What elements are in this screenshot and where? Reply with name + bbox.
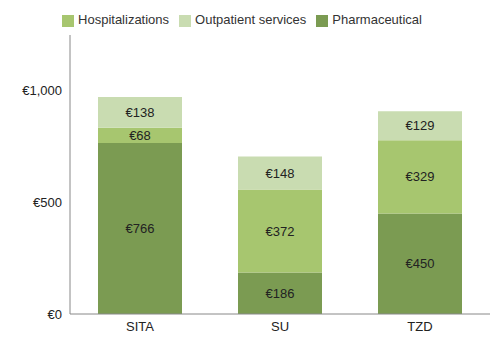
svg-text:TZD: TZD	[407, 319, 432, 334]
svg-text:€766: €766	[126, 221, 155, 236]
svg-text:€372: €372	[266, 224, 295, 239]
svg-text:SU: SU	[271, 319, 289, 334]
svg-text:€450: €450	[406, 256, 435, 271]
svg-text:€129: €129	[406, 118, 435, 133]
svg-text:€68: €68	[129, 128, 151, 143]
svg-text:€1,000: €1,000	[22, 83, 62, 98]
html-text:Hospitalizations: Hospitalizations	[78, 12, 170, 27]
svg-text:€138: €138	[126, 105, 155, 120]
svg-text:€186: €186	[266, 286, 295, 301]
svg-text:€0: €0	[48, 307, 62, 322]
html-text:Outpatient services: Outpatient services	[195, 12, 307, 27]
svg-text:€148: €148	[266, 166, 295, 181]
html-text:Pharmaceutical: Pharmaceutical	[332, 12, 422, 27]
svg-text:€329: €329	[406, 169, 435, 184]
svg-text:SITA: SITA	[126, 319, 154, 334]
svg-text:€500: €500	[33, 195, 62, 210]
